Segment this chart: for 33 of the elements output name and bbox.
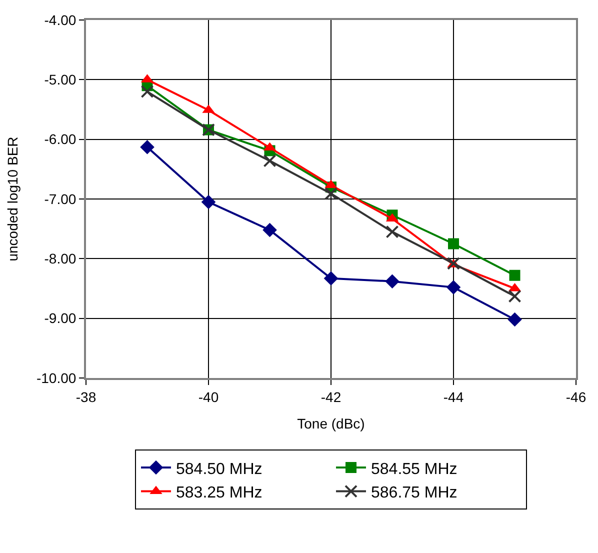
point (140, 140, 154, 154)
x-tick-label: -46 (566, 388, 586, 405)
point (448, 238, 459, 250)
x-tick-label: -40 (198, 388, 219, 405)
point (508, 312, 522, 327)
point (385, 274, 400, 288)
point (324, 187, 338, 200)
y-tick-label: -8.00 (44, 250, 76, 267)
point (447, 256, 460, 270)
y-axis-title: uncoded log10 BER (4, 136, 21, 262)
y-tick-label: -10.00 (36, 370, 76, 386)
legend-label: 586.75 MHz (371, 484, 458, 502)
point (446, 280, 461, 294)
point (324, 271, 338, 286)
y-tick-label: -9.00 (44, 310, 76, 326)
legend-label: 584.50 MHz (176, 460, 262, 478)
point (509, 270, 520, 281)
x-tick-label: -38 (76, 388, 96, 405)
point (263, 154, 276, 168)
point (508, 290, 522, 303)
x-axis-title: Tone (dBc) (297, 416, 365, 432)
point (386, 225, 399, 238)
y-tick-label: -7.00 (44, 190, 76, 207)
point (201, 194, 216, 210)
point (262, 222, 277, 238)
x-tick-label: -42 (320, 388, 342, 405)
x-tick-label: -44 (443, 388, 464, 405)
legend-label: 584.55 MHz (371, 460, 458, 478)
point (140, 85, 154, 98)
y-tick-label: -6.00 (44, 131, 76, 148)
legend-label: 583.25 MHz (176, 484, 262, 502)
y-tick-label: -5.00 (44, 72, 76, 88)
y-tick-label: -4.00 (44, 12, 76, 28)
